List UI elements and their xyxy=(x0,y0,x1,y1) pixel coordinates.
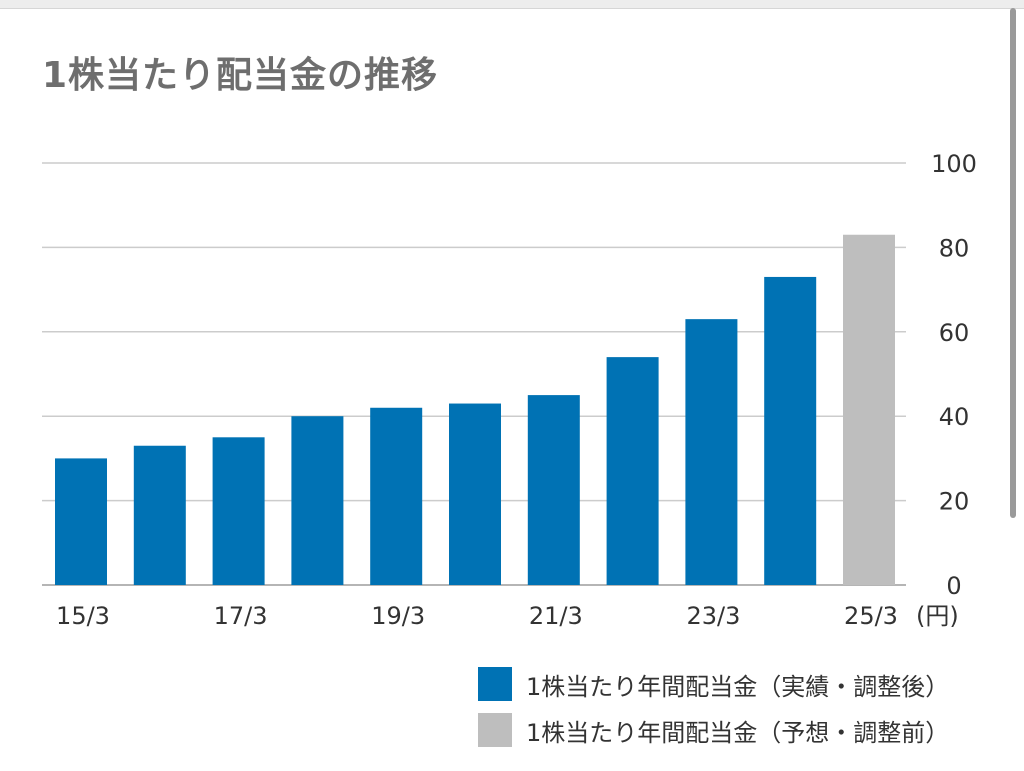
y-unit-label: (円) xyxy=(916,602,959,630)
scrollbar[interactable] xyxy=(1010,8,1016,518)
x-tick-label: 17/3 xyxy=(214,602,268,630)
legend-label-actual: 1株当たり年間配当金（実績・調整後） xyxy=(526,672,950,701)
chart-title: 1株当たり配当金の推移 xyxy=(42,55,439,96)
y-tick-label: 40 xyxy=(939,403,970,431)
bar-actual xyxy=(370,407,423,585)
x-tick-label: 21/3 xyxy=(529,602,583,630)
browser-top-bar xyxy=(0,0,1024,9)
legend: 1株当たり年間配当金（実績・調整後） 1株当たり年間配当金（予想・調整前） xyxy=(478,664,949,756)
legend-swatch-actual xyxy=(478,667,512,701)
bar-actual xyxy=(606,357,659,585)
y-axis-ticks: 0 20 40 60 80 100 xyxy=(931,150,977,600)
legend-label-forecast: 1株当たり年間配当金（予想・調整前） xyxy=(526,718,950,747)
dividend-bar-chart: 0 20 40 60 80 100 15/3 17/3 19/3 21/3 23/3 25/3 (円… xyxy=(42,150,977,630)
bar-actual xyxy=(212,437,265,585)
y-tick-label: 60 xyxy=(939,319,970,347)
bar-forecast xyxy=(843,234,895,586)
x-tick-label: 19/3 xyxy=(371,602,425,630)
y-tick-label: 20 xyxy=(939,488,970,516)
y-tick-label: 80 xyxy=(939,234,970,262)
bars xyxy=(55,234,895,586)
bar-actual xyxy=(527,395,580,585)
legend-item-forecast: 1株当たり年間配当金（予想・調整前） xyxy=(478,710,949,750)
bar-actual xyxy=(449,403,501,585)
bar-actual xyxy=(764,276,817,585)
bar-actual xyxy=(55,458,107,585)
x-tick-label: 15/3 xyxy=(56,602,110,630)
y-tick-label: 100 xyxy=(931,150,977,178)
legend-swatch-forecast xyxy=(478,713,512,747)
legend-item-actual: 1株当たり年間配当金（実績・調整後） xyxy=(478,664,949,704)
bar-actual xyxy=(291,416,344,585)
bar-actual xyxy=(685,319,738,585)
x-axis-ticks: 15/3 17/3 19/3 21/3 23/3 25/3 xyxy=(56,602,898,630)
x-tick-label: 23/3 xyxy=(686,602,740,630)
bar-actual xyxy=(133,445,186,585)
y-tick-label: 0 xyxy=(946,572,961,600)
x-tick-label: 25/3 xyxy=(844,602,898,630)
